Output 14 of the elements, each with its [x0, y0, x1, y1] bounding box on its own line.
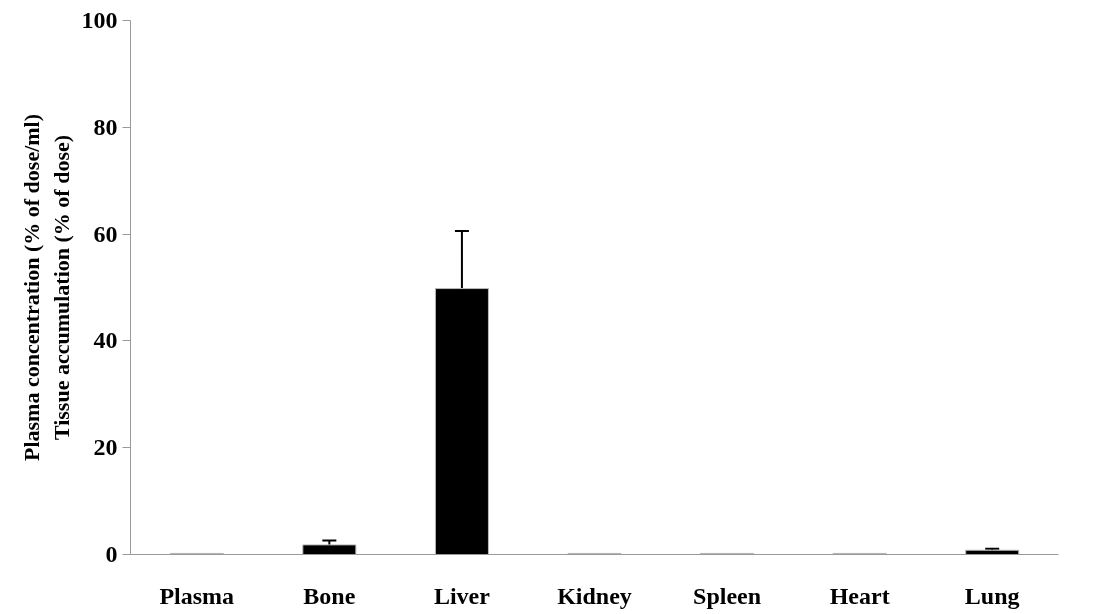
y-tick-label: 100 — [81, 7, 118, 33]
y-axis-title: Plasma concentration (% of dose/ml) Tissue accumulation (% of dose) — [18, 113, 74, 462]
x-tick-label: Spleen — [693, 582, 762, 609]
x-tick-label: Lung — [964, 582, 1020, 609]
y-tick-label: 40 — [93, 327, 118, 354]
y-tick-label: 0 — [105, 541, 118, 567]
y-tick-label: 80 — [93, 113, 118, 140]
y-tick-label: 20 — [93, 434, 118, 461]
x-tick-label: Heart — [829, 582, 890, 609]
x-tick-label: Bone — [303, 582, 356, 609]
y-tick-label: 60 — [93, 220, 118, 247]
x-tick-label: Kidney — [557, 582, 632, 609]
x-tick-label: Plasma — [159, 582, 235, 609]
x-tick-label: Liver — [433, 582, 491, 609]
